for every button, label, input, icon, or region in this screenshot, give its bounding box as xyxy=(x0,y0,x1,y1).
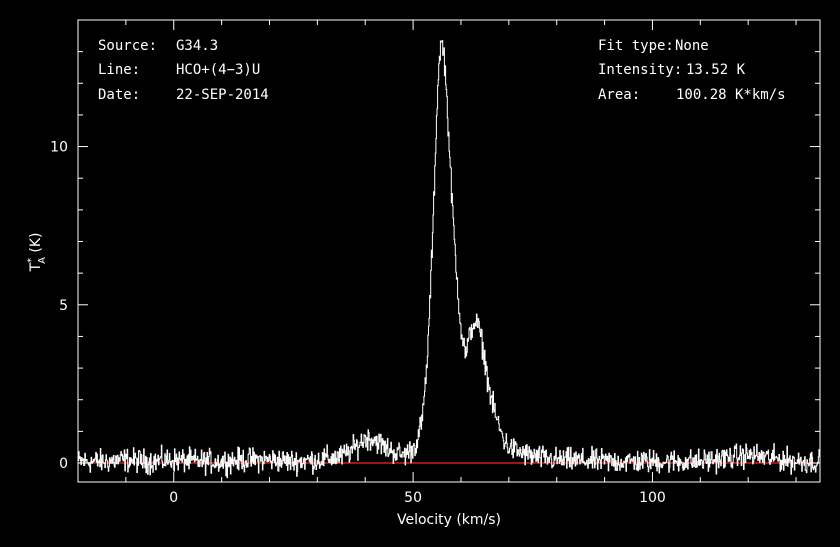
spectrum-group xyxy=(78,40,821,479)
y-axis-label-sub: A xyxy=(37,257,48,264)
y-tick-label: 10 xyxy=(50,140,68,156)
ticks-group: 0 50 100 0 5 10 xyxy=(50,20,820,506)
plot-frame xyxy=(77,19,821,483)
intensity-label: Intensity: xyxy=(598,62,682,78)
area-label: Area: xyxy=(598,87,640,103)
y-tick-label: 0 xyxy=(59,456,68,472)
line-label: Line: xyxy=(98,62,140,78)
intensity-value: 13.52 K xyxy=(686,62,746,78)
x-tick-label: 0 xyxy=(169,490,178,506)
line-value: HCO+(4−3)U xyxy=(176,62,260,78)
y-axis-label-unit: (K) xyxy=(28,233,44,258)
area-value: 100.28 K*km/s xyxy=(676,87,786,103)
source-label: Source: xyxy=(98,38,157,54)
x-tick-label: 50 xyxy=(404,490,422,506)
source-value: G34.3 xyxy=(176,38,218,54)
date-label: Date: xyxy=(98,87,140,103)
x-axis-label: Velocity (km/s) xyxy=(397,512,501,528)
y-axis-label-main: T xyxy=(28,262,44,272)
fit-type-label: Fit type: xyxy=(598,38,674,54)
y-axis-label-super: * xyxy=(26,258,37,263)
y-axis-label: T*A (K) xyxy=(26,233,48,273)
fit-type-value: None xyxy=(675,38,709,54)
y-tick-label: 5 xyxy=(59,298,68,314)
spectrum-series-line xyxy=(78,40,821,479)
date-value: 22-SEP-2014 xyxy=(176,87,269,103)
x-tick-label: 100 xyxy=(639,490,666,506)
